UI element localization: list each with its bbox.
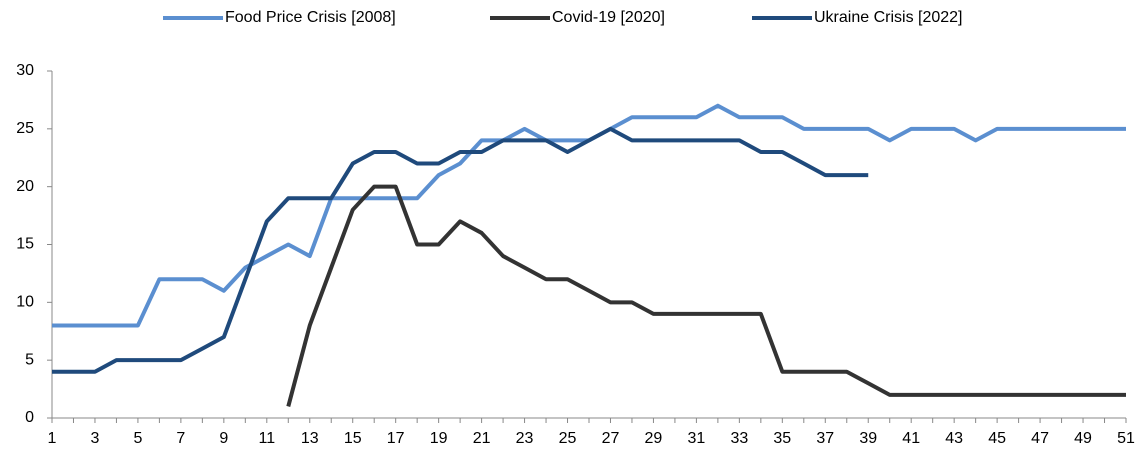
x-tick-label: 13 [301, 430, 319, 447]
x-tick-label: 45 [988, 430, 1006, 447]
x-tick-label: 17 [387, 430, 405, 447]
x-tick-label: 47 [1031, 430, 1049, 447]
x-tick-label: 9 [219, 430, 228, 447]
legend-label: Ukraine Crisis [2022] [814, 9, 963, 26]
x-tick-label: 15 [344, 430, 362, 447]
x-tick-label: 31 [688, 430, 706, 447]
x-tick-label: 23 [516, 430, 534, 447]
x-tick-label: 49 [1074, 430, 1092, 447]
x-tick-label: 35 [773, 430, 791, 447]
x-tick-label: 1 [48, 430, 57, 447]
x-tick-label: 43 [945, 430, 963, 447]
x-tick-label: 33 [730, 430, 748, 447]
x-tick-label: 25 [559, 430, 577, 447]
y-tick-label: 10 [16, 294, 34, 311]
x-tick-label: 29 [645, 430, 663, 447]
x-tick-label: 39 [859, 430, 877, 447]
y-tick-label: 5 [25, 351, 34, 368]
x-tick-label: 51 [1117, 430, 1135, 447]
x-tick-label: 7 [176, 430, 185, 447]
series-line [52, 126, 869, 374]
legend-label: Food Price Crisis [2008] [225, 9, 396, 26]
legend-label: Covid-19 [2020] [552, 9, 665, 26]
x-tick-label: 3 [91, 430, 100, 447]
x-tick-label: 19 [430, 430, 448, 447]
y-tick-label: 30 [16, 62, 34, 79]
y-tick-label: 0 [25, 409, 34, 426]
x-tick-label: 21 [473, 430, 491, 447]
x-tick-label: 27 [602, 430, 620, 447]
series-line [286, 184, 1126, 407]
y-tick-label: 20 [16, 178, 34, 195]
x-tick-label: 37 [816, 430, 834, 447]
x-tick-label: 11 [258, 430, 275, 447]
y-tick-label: 15 [16, 236, 34, 253]
y-tick-label: 25 [16, 120, 34, 137]
x-tick-label: 41 [902, 430, 920, 447]
x-tick-label: 5 [133, 430, 142, 447]
